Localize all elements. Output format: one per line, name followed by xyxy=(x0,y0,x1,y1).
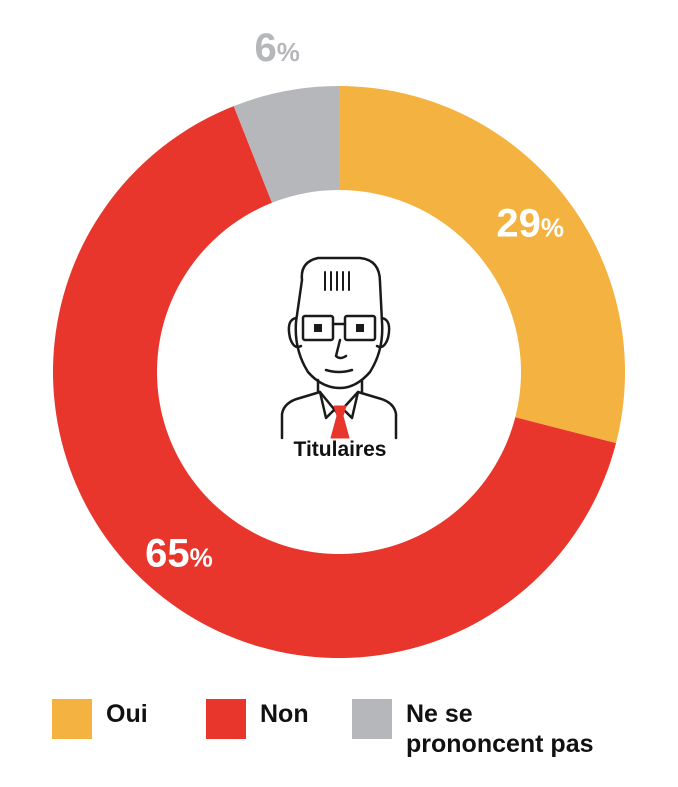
legend-item-non: Non xyxy=(206,699,309,739)
center-label: Titulaires xyxy=(293,438,387,461)
slice-label-non: 65% xyxy=(145,532,213,576)
legend-label-oui: Oui xyxy=(106,700,148,728)
legend-item-nspp: Ne se prononcent pas xyxy=(352,699,646,759)
legend-label-nspp: Ne se prononcent pas xyxy=(406,700,594,758)
donut-slice-oui xyxy=(339,86,625,444)
donut-slice-ne-se-prononcent-pas xyxy=(233,86,339,203)
slice-label-ne-se-prononcent-pas: 6% xyxy=(254,26,299,70)
man-with-glasses-and-tie-icon xyxy=(280,256,398,440)
legend: Oui Non Ne se prononcent pas xyxy=(0,695,678,785)
donut-slices xyxy=(52,86,625,659)
legend-item-oui: Oui xyxy=(52,699,148,739)
legend-label-non: Non xyxy=(260,700,309,728)
legend-swatch-non xyxy=(206,699,246,739)
slice-label-oui: 29% xyxy=(496,202,564,246)
donut-chart: 29% 65% 6% xyxy=(52,26,625,659)
slice-labels: 29% 65% 6% xyxy=(145,26,564,576)
legend-swatch-nspp xyxy=(352,699,392,739)
legend-swatch-oui xyxy=(52,699,92,739)
donut-slice-non xyxy=(52,106,617,659)
